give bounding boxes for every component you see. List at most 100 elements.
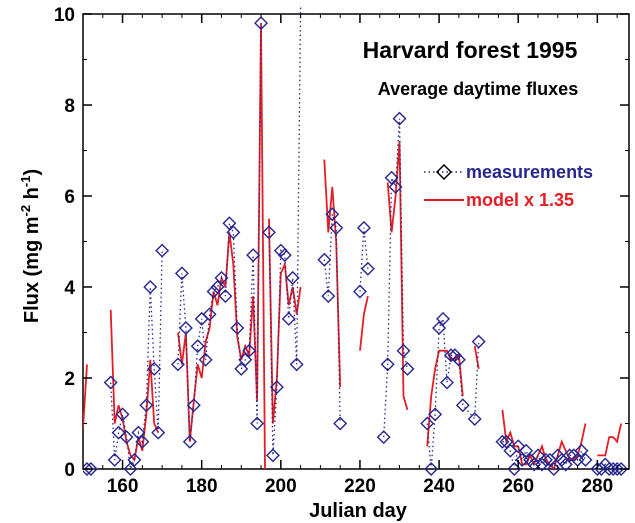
measurement-point bbox=[471, 334, 486, 349]
measurement-point bbox=[186, 398, 201, 413]
measurement-point bbox=[424, 462, 439, 476]
measurement-point bbox=[182, 434, 197, 449]
measurement-point bbox=[360, 261, 375, 276]
y-tick-label: 6 bbox=[64, 187, 75, 208]
measurement-point bbox=[226, 225, 241, 240]
legend-model-label: model x 1.35 bbox=[466, 190, 574, 210]
x-tick-label: 200 bbox=[265, 476, 297, 497]
measurement-point bbox=[127, 452, 142, 467]
y-axis-label-mid: h bbox=[21, 187, 43, 205]
measurement-point bbox=[254, 16, 269, 31]
measurement-point bbox=[242, 343, 257, 358]
model-line-segment bbox=[359, 295, 369, 351]
measurement-point bbox=[321, 289, 336, 304]
measurement-point bbox=[170, 357, 185, 372]
measurement-point bbox=[234, 361, 249, 376]
measurement-point bbox=[143, 280, 158, 294]
measurement-point bbox=[131, 425, 146, 440]
measurement-point bbox=[396, 343, 411, 358]
measurement-point bbox=[103, 375, 118, 390]
measurement-point bbox=[317, 252, 332, 267]
measurement-point bbox=[392, 111, 407, 126]
measurement-point bbox=[107, 452, 122, 467]
measurement-point bbox=[222, 216, 237, 231]
measurement-point bbox=[210, 280, 225, 294]
measurement-point bbox=[250, 416, 265, 431]
measurements-line-segment bbox=[177, 23, 262, 442]
measurement-point bbox=[119, 430, 134, 445]
measurement-point bbox=[83, 462, 94, 476]
chart-title: Harvard forest 1995 bbox=[363, 37, 578, 63]
measurement-point bbox=[151, 425, 166, 440]
measurement-point bbox=[499, 434, 514, 449]
measurement-point bbox=[246, 248, 261, 263]
measurement-point bbox=[538, 452, 553, 467]
measurements-line-segment bbox=[502, 441, 587, 471]
y-axis-label: Flux (mg m-2 h-1) bbox=[18, 169, 43, 323]
x-tick-label: 240 bbox=[423, 476, 455, 497]
measurement-point bbox=[384, 170, 399, 185]
y-tick-label: 2 bbox=[64, 369, 75, 390]
series-layer bbox=[83, 5, 629, 476]
measurement-point bbox=[230, 320, 245, 335]
measurement-point bbox=[269, 380, 284, 395]
measurement-point bbox=[388, 179, 403, 194]
measurement-point bbox=[495, 434, 510, 449]
measurement-point bbox=[238, 352, 253, 367]
model-line-segment bbox=[83, 364, 88, 429]
measurement-point bbox=[115, 407, 130, 422]
measurement-point bbox=[432, 320, 447, 335]
model-line-segment bbox=[597, 423, 622, 457]
measurement-point bbox=[123, 462, 138, 476]
y-axis-label-sup1: -2 bbox=[18, 205, 33, 217]
y-axis-label-sup2: -1 bbox=[18, 176, 33, 188]
x-tick-label: 180 bbox=[186, 476, 218, 497]
measurement-point bbox=[562, 448, 577, 463]
measurement-point bbox=[420, 416, 435, 431]
measurement-point bbox=[265, 448, 280, 463]
measurement-point bbox=[111, 425, 126, 440]
measurement-point bbox=[558, 457, 573, 472]
axes-layer: 160 180 200 220 240 260 280 0 2 4 6 8 10 bbox=[54, 5, 629, 497]
model-line-segment bbox=[386, 141, 409, 411]
legend-measurements-marker bbox=[435, 163, 453, 181]
measurements-line-segment bbox=[383, 118, 409, 438]
measurement-point bbox=[325, 207, 340, 222]
model-line-segment bbox=[109, 309, 160, 462]
measurement-point bbox=[356, 220, 371, 235]
measurement-point bbox=[198, 352, 213, 367]
model-line-segment bbox=[426, 349, 464, 447]
measurement-point bbox=[281, 311, 296, 326]
measurement-point bbox=[610, 462, 625, 476]
legend-measurements-label: measurements bbox=[466, 162, 593, 182]
measurement-point bbox=[83, 462, 98, 476]
chart-subtitle: Average daytime fluxes bbox=[378, 79, 578, 99]
measurement-point bbox=[190, 339, 205, 354]
y-tick-label: 4 bbox=[64, 278, 75, 299]
measurement-point bbox=[285, 270, 300, 285]
y-axis-label-main: Flux (mg m bbox=[21, 216, 43, 323]
measurement-point bbox=[376, 430, 391, 445]
x-axis-label: Julian day bbox=[309, 500, 408, 522]
measurement-point bbox=[436, 311, 451, 326]
measurements-line-segment bbox=[323, 214, 341, 424]
x-tick-label: 260 bbox=[502, 476, 534, 497]
measurement-point bbox=[218, 289, 233, 304]
measurement-point bbox=[202, 307, 217, 322]
measurement-point bbox=[451, 352, 466, 367]
measurement-point bbox=[214, 270, 229, 285]
measurement-point bbox=[519, 443, 534, 458]
model-line-segment bbox=[473, 345, 480, 370]
x-tick-label: 160 bbox=[107, 476, 139, 497]
measurements-line-segment bbox=[359, 227, 369, 292]
y-tick-label: 8 bbox=[64, 96, 75, 117]
measurement-point bbox=[380, 357, 395, 372]
measurement-point bbox=[455, 398, 470, 413]
measurement-point bbox=[206, 284, 221, 299]
measurement-point bbox=[511, 439, 526, 454]
measurement-point bbox=[443, 348, 458, 363]
y-tick-label: 10 bbox=[54, 5, 75, 26]
measurement-point bbox=[155, 243, 170, 258]
measurement-point bbox=[467, 411, 482, 426]
